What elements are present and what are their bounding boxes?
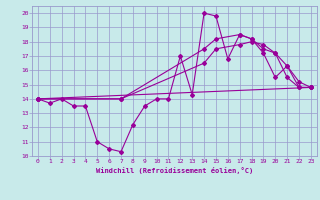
X-axis label: Windchill (Refroidissement éolien,°C): Windchill (Refroidissement éolien,°C) [96, 167, 253, 174]
